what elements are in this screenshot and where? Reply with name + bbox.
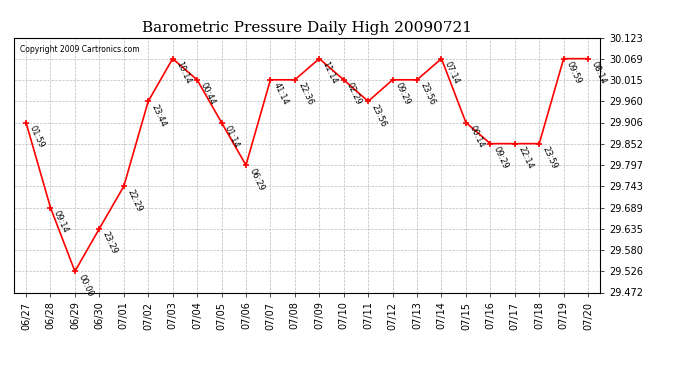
Text: Copyright 2009 Cartronics.com: Copyright 2009 Cartronics.com [19, 45, 139, 54]
Text: 22:14: 22:14 [516, 145, 534, 170]
Text: 02:29: 02:29 [345, 81, 364, 106]
Text: 09:29: 09:29 [394, 81, 412, 106]
Text: 09:14: 09:14 [52, 209, 70, 234]
Text: 10:14: 10:14 [174, 60, 193, 86]
Text: 07:14: 07:14 [443, 60, 461, 86]
Text: 23:29: 23:29 [101, 230, 119, 255]
Text: 23:56: 23:56 [370, 103, 388, 128]
Text: 09:59: 09:59 [565, 60, 583, 86]
Text: 00:00: 00:00 [77, 273, 95, 298]
Text: 06:29: 06:29 [247, 166, 266, 192]
Text: 09:29: 09:29 [492, 145, 510, 170]
Text: 08:14: 08:14 [589, 60, 608, 86]
Text: 11:14: 11:14 [321, 60, 339, 86]
Title: Barometric Pressure Daily High 20090721: Barometric Pressure Daily High 20090721 [142, 21, 472, 35]
Text: 23:44: 23:44 [150, 103, 168, 128]
Text: 00:44: 00:44 [199, 81, 217, 106]
Text: 01:14: 01:14 [223, 124, 241, 149]
Text: 23:56: 23:56 [418, 81, 437, 107]
Text: 23:59: 23:59 [540, 145, 559, 171]
Text: 41:14: 41:14 [272, 81, 290, 106]
Text: 01:59: 01:59 [28, 124, 46, 149]
Text: 22:36: 22:36 [296, 81, 315, 107]
Text: 22:29: 22:29 [125, 188, 144, 213]
Text: 00:14: 00:14 [467, 124, 486, 149]
